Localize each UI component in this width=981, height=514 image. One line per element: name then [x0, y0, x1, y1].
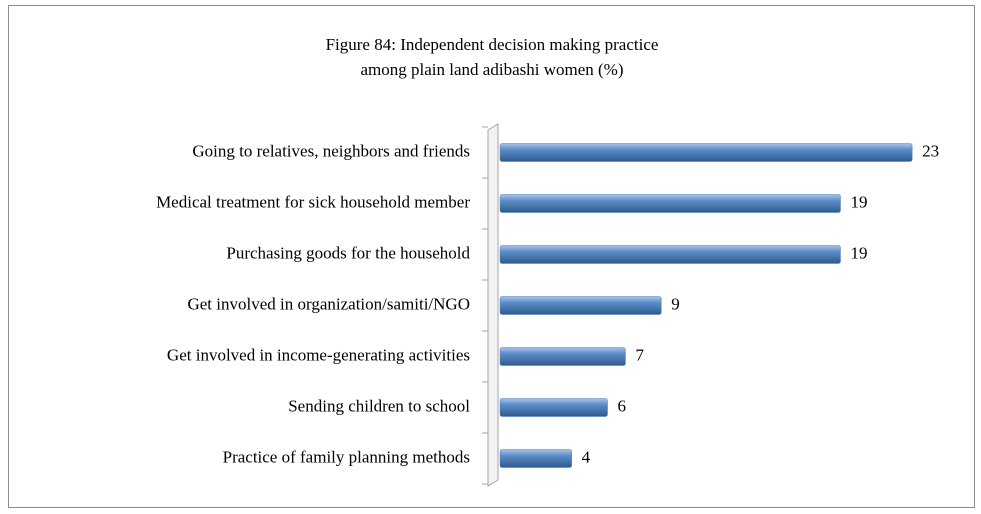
y-tick-label: Practice of family planning methods [223, 447, 470, 466]
bar [499, 194, 841, 213]
data-label: 7 [635, 345, 644, 364]
y-tick-label: Going to relatives, neighbors and friend… [192, 141, 470, 160]
data-label: 4 [582, 447, 591, 466]
data-label: 23 [922, 141, 939, 160]
chart-title: among plain land adibashi women (%) [361, 60, 624, 79]
data-label: 6 [618, 396, 627, 415]
y-tick-label: Get involved in income-generating activi… [167, 345, 470, 364]
data-label: 19 [850, 192, 867, 211]
bar [499, 143, 913, 162]
bar [499, 296, 662, 315]
bar [499, 245, 841, 264]
data-label: 19 [850, 243, 867, 262]
bar [499, 398, 608, 417]
y-tick-label: Purchasing goods for the household [226, 243, 470, 262]
bar [499, 347, 626, 366]
y-tick-label: Sending children to school [288, 396, 470, 415]
bar [499, 449, 572, 468]
chart-title: Figure 84: Independent decision making p… [326, 35, 659, 54]
data-label: 9 [671, 294, 680, 313]
axis-wall [487, 123, 499, 487]
y-tick-label: Medical treatment for sick household mem… [156, 192, 470, 211]
y-tick-label: Get involved in organization/samiti/NGO [187, 294, 470, 313]
